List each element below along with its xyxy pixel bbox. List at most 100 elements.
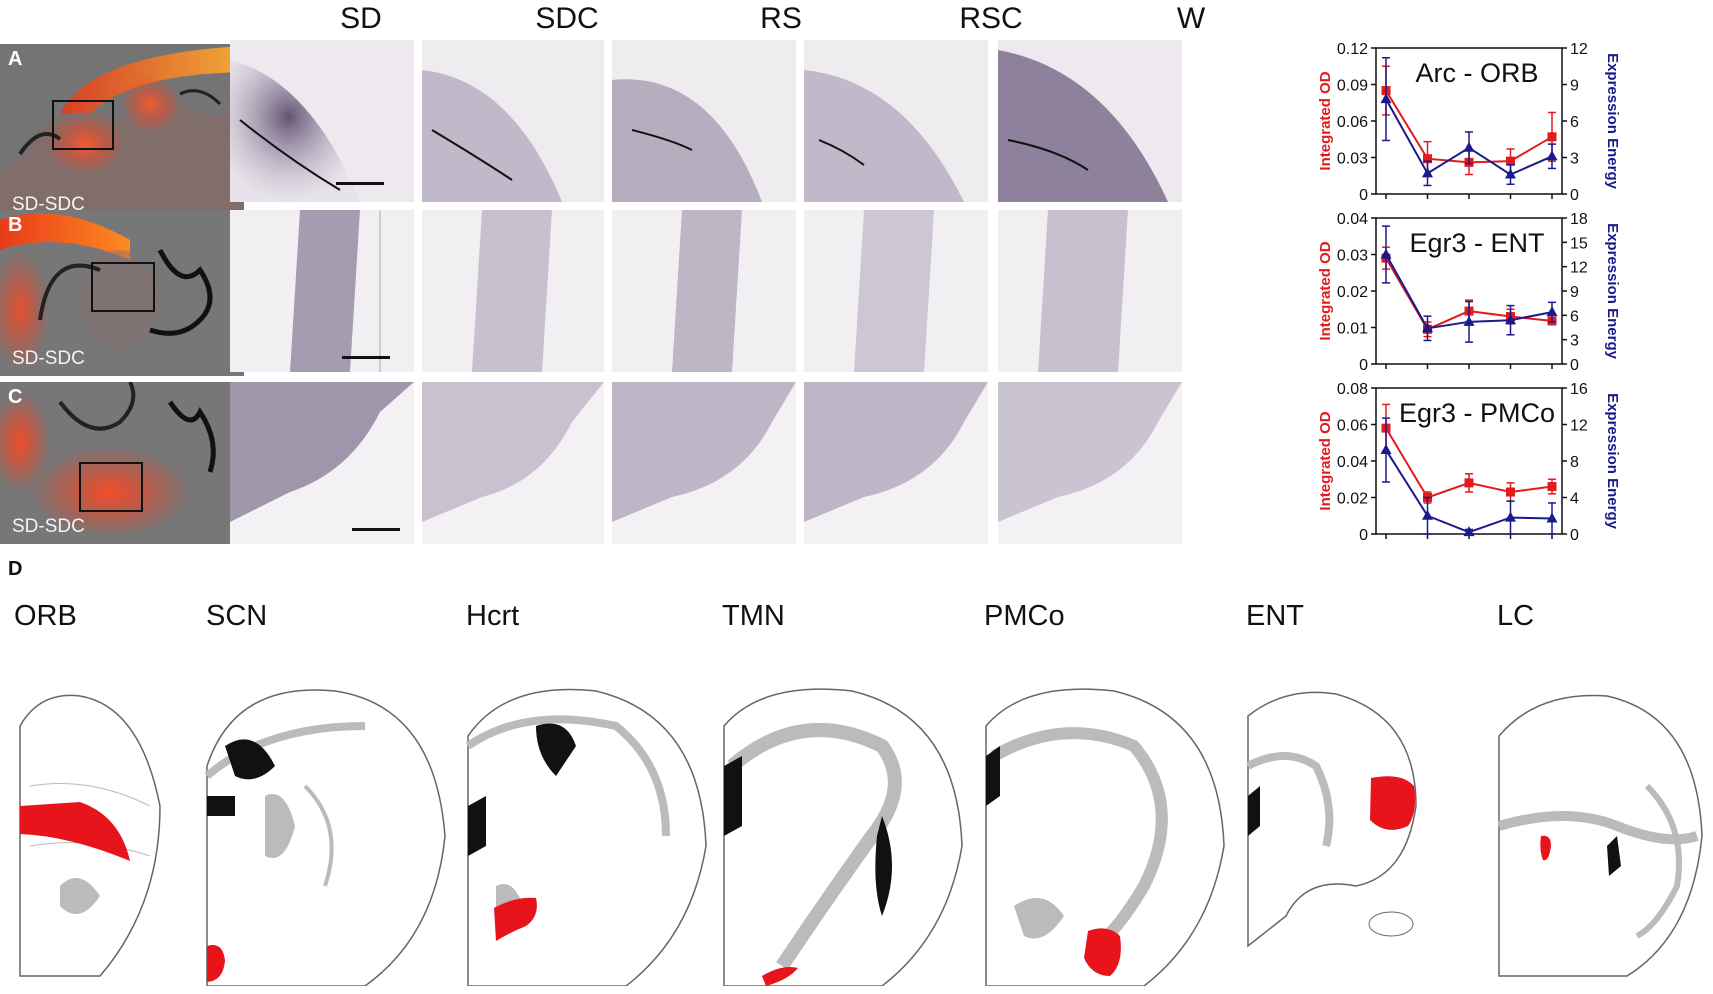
data-point-triangle xyxy=(1546,306,1558,317)
right-tick-label: 0 xyxy=(1570,357,1579,374)
data-point-square xyxy=(1464,478,1474,488)
y-axis-label: Integrated OD xyxy=(1317,411,1334,510)
right-tick-label: 16 xyxy=(1570,381,1588,398)
right-tick-label: 3 xyxy=(1570,333,1579,350)
data-point-triangle xyxy=(1463,526,1475,537)
atlas-title-hcrt: Hcrt xyxy=(466,600,520,632)
data-point-square xyxy=(1547,132,1557,142)
roi-box-a xyxy=(52,100,114,150)
highlight-scn xyxy=(207,945,225,982)
left-tick-label: 0.08 xyxy=(1337,381,1368,398)
right-tick-label: 12 xyxy=(1570,41,1588,58)
atlas-title-tmn: TMN xyxy=(722,600,785,632)
left-tick-label: 0.03 xyxy=(1337,248,1368,265)
sagittal-image-a: SD-SDC xyxy=(0,44,244,222)
atlas-section-pmco xyxy=(985,688,1225,986)
atlas-section-hcrt xyxy=(466,688,707,986)
right-tick-label: 3 xyxy=(1570,151,1579,168)
left-tick-label: 0 xyxy=(1359,527,1368,544)
right-tick-label: 0 xyxy=(1570,187,1579,204)
atlas-title-ent: ENT xyxy=(1246,600,1304,632)
highlight-tmn xyxy=(762,967,798,986)
ish-a-rsc xyxy=(804,40,988,202)
left-tick-label: 0 xyxy=(1359,187,1368,204)
data-point-triangle xyxy=(1380,93,1392,104)
left-tick-label: 0.01 xyxy=(1337,321,1368,338)
scale-bar-b xyxy=(342,356,390,359)
left-tick-label: 0.04 xyxy=(1337,454,1368,471)
right-tick-label: 15 xyxy=(1570,235,1588,252)
scale-bar-c xyxy=(352,528,400,531)
data-point-square xyxy=(1547,482,1557,492)
atlas-section-lc xyxy=(1497,694,1703,977)
chart-egr3-ent: 0 0.01 0.02 0.03 0.04 0 3 6 9 12 15 18 Integrated OD… xyxy=(1317,211,1621,374)
column-header-rs: RS xyxy=(760,2,802,35)
highlight-hcrt xyxy=(494,897,537,941)
panel-letter-c: C xyxy=(8,386,23,408)
data-point-triangle xyxy=(1380,248,1392,259)
data-point-triangle xyxy=(1422,322,1433,333)
atlas-title-orb: ORB xyxy=(14,600,77,632)
right-tick-label: 18 xyxy=(1570,211,1588,228)
ish-a-sdc xyxy=(422,40,604,202)
sagittal-image-c: SD-SDC xyxy=(0,382,244,544)
sagittal-label-b: SD-SDC xyxy=(12,348,85,369)
panel-letter-b: B xyxy=(8,214,23,236)
right-tick-label: 0 xyxy=(1570,527,1579,544)
sagittal-label-c: SD-SDC xyxy=(12,516,85,537)
highlight-pmco xyxy=(1084,928,1121,976)
chart-title: Egr3 - PMCo xyxy=(1399,398,1555,428)
atlas-title-scn: SCN xyxy=(206,600,268,632)
right-tick-label: 9 xyxy=(1570,284,1579,301)
data-point-triangle xyxy=(1505,314,1516,325)
atlas-section-ent xyxy=(1246,691,1417,948)
atlas-section-orb xyxy=(19,694,161,977)
y2-axis-label: Expression Energy xyxy=(1604,223,1621,360)
data-point-triangle xyxy=(1463,315,1475,326)
data-point-triangle xyxy=(1463,141,1475,152)
highlight-ent xyxy=(1370,776,1416,830)
right-tick-label: 8 xyxy=(1570,454,1579,471)
atlas-section-tmn xyxy=(723,688,963,986)
highlight-lc xyxy=(1540,835,1551,861)
atlas-section-scn xyxy=(205,689,446,986)
column-header-sd: SD xyxy=(340,2,382,35)
right-tick-label: 6 xyxy=(1570,308,1579,325)
ish-b-sdc xyxy=(422,210,604,372)
column-header-rsc: RSC xyxy=(959,2,1023,35)
left-tick-label: 0.03 xyxy=(1337,151,1368,168)
panel-letter-a: A xyxy=(8,48,23,70)
data-point-triangle xyxy=(1505,168,1516,179)
data-point-triangle xyxy=(1422,167,1433,178)
data-point-triangle xyxy=(1546,512,1558,523)
left-tick-label: 0.12 xyxy=(1337,41,1368,58)
right-tick-label: 6 xyxy=(1570,114,1579,131)
ish-c-w xyxy=(998,382,1182,544)
left-tick-label: 0.04 xyxy=(1337,211,1368,228)
sagittal-image-b: SD-SDC xyxy=(0,210,244,376)
data-point-triangle xyxy=(1422,509,1433,520)
column-header-w: W xyxy=(1176,2,1206,35)
left-tick-label: 0 xyxy=(1359,357,1368,374)
y-axis-label: Integrated OD xyxy=(1317,71,1334,170)
atlas-title-lc: LC xyxy=(1497,600,1535,632)
data-point-triangle xyxy=(1546,150,1558,161)
ish-b-sd xyxy=(230,210,414,372)
chart-title: Arc - ORB xyxy=(1415,58,1538,88)
ish-b-rsc xyxy=(804,210,988,372)
y2-axis-label: Expression Energy xyxy=(1604,53,1621,190)
ish-b-rs xyxy=(612,210,796,372)
right-tick-label: 12 xyxy=(1570,418,1588,435)
column-header-sdc: SDC xyxy=(535,2,599,35)
panel-letter-d: D xyxy=(8,558,23,580)
data-point-square xyxy=(1423,154,1432,164)
atlas-title-pmco: PMCo xyxy=(984,600,1065,632)
left-tick-label: 0.06 xyxy=(1337,418,1368,435)
sagittal-label-a: SD-SDC xyxy=(12,194,85,215)
roi-box-c xyxy=(79,462,143,512)
highlight-orb xyxy=(20,802,130,861)
scale-bar-a xyxy=(336,182,384,185)
ish-c-sdc xyxy=(422,382,604,544)
left-tick-label: 0.02 xyxy=(1337,491,1368,508)
y-axis-label: Integrated OD xyxy=(1317,241,1334,340)
